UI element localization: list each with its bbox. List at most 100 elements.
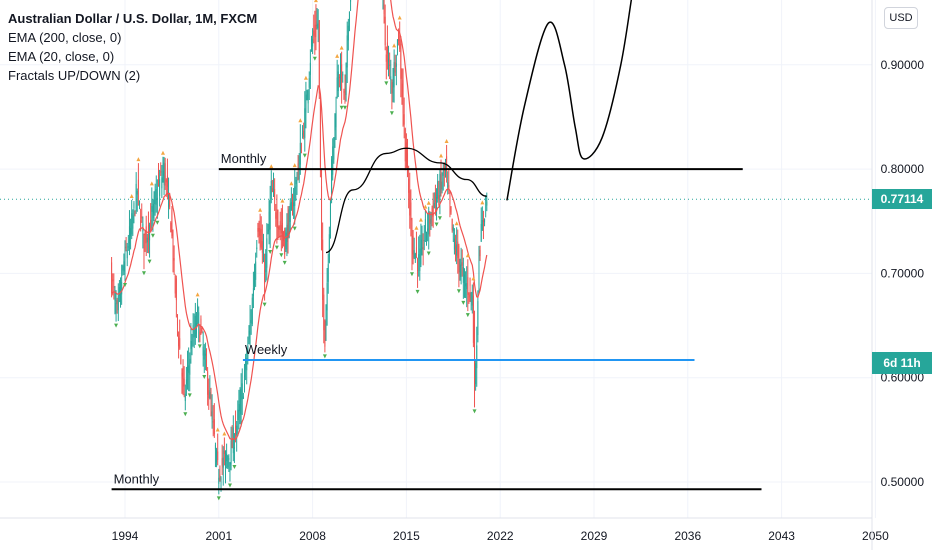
candle-body [434,193,436,203]
candle-body [251,297,253,324]
candle-body [210,402,212,405]
level-label-4: Monthly [114,471,160,486]
candle-body [276,209,278,228]
currency-button[interactable]: USD [884,7,918,29]
y-tick-label: 0.90000 [881,58,925,72]
fractal-up-marker [454,221,459,226]
candle-body [386,42,388,54]
candle-body [384,16,386,46]
x-tick-label: 2043 [768,529,795,543]
fractal-up-marker [397,15,402,20]
indicator-fractals[interactable]: Fractals UP/DOWN (2) [8,68,141,83]
candle-body [199,331,201,343]
candle-body [463,274,465,283]
candle-body [457,241,459,258]
candle-body [260,229,262,248]
candle-body [140,220,142,228]
fractal-up-marker [298,118,303,123]
candle-body [208,390,210,399]
indicator-ema-200[interactable]: EMA (200, close, 0) [8,30,122,45]
candle-body [111,262,113,294]
candle-body [308,78,310,88]
candle-body [399,39,401,49]
candle-body [130,228,132,237]
candle-body [159,179,161,196]
level-label-3: Weekly [245,342,288,357]
candle-body [485,196,487,201]
candle-body [121,282,123,295]
candle-body [220,477,222,480]
candle-body [390,76,392,81]
fractal-up-marker [160,150,165,155]
countdown-badge: 6d 11h [872,352,932,374]
candle-body [132,215,134,229]
candle-body [222,457,224,468]
candle-body [181,372,183,377]
candle-body [197,304,199,312]
candle-body [408,178,410,193]
fractal-down-marker [114,323,119,328]
candle-body [185,379,187,385]
candle-body [449,192,451,205]
candle-body [345,62,347,96]
fractal-up-marker [149,181,154,186]
candle-body [341,64,343,91]
candle-body [409,190,411,216]
candle-body [175,278,177,301]
candle-body [413,250,415,258]
fractal-up-marker [289,181,294,186]
candle-body [113,286,115,288]
x-tick-label: 2001 [205,529,232,543]
candle-body [124,247,126,275]
candle-body [188,365,190,373]
candle-body [312,39,314,47]
ema-200-line [325,147,487,254]
candle-body [213,419,215,435]
candle-body [139,200,141,205]
candle-body [469,277,471,286]
candle-body [182,367,184,380]
candle-body [249,322,251,335]
fractal-down-marker [292,226,297,231]
candles-group [111,0,488,495]
candle-body [216,449,218,463]
candle-body [443,163,445,171]
candle-body [440,175,442,180]
candle-body [259,227,261,236]
candle-body [420,239,422,265]
candle-body [193,329,195,338]
candle-body [338,76,340,78]
candle-body [146,237,148,243]
candle-body [131,213,133,235]
candle-body [436,196,438,213]
fractal-down-marker [465,313,470,318]
candle-body [456,244,458,256]
candle-body [404,128,406,162]
candle-body [299,142,301,165]
fractal-up-marker [215,427,220,432]
candle-body [285,232,287,250]
candle-body [422,247,424,250]
candle-body [342,74,344,76]
candle-body [304,108,306,139]
candle-body [328,234,330,263]
x-tick-label: 2015 [393,529,420,543]
fractal-down-marker [202,375,207,380]
candle-body [160,171,162,173]
candle-body [467,277,469,295]
candle-body [164,163,166,186]
candle-body [305,94,307,113]
candle-body [298,156,300,180]
candle-body [201,330,203,332]
candle-body [226,453,228,462]
fractal-down-marker [155,220,160,225]
candle-body [442,169,444,176]
fractal-down-marker [123,283,127,288]
candle-body [486,201,488,206]
candle-body [258,228,260,240]
fractal-up-marker [339,45,344,50]
candle-body [410,202,412,221]
x-tick-label: 2050 [862,529,889,543]
indicator-ema-20[interactable]: EMA (20, close, 0) [8,49,115,64]
